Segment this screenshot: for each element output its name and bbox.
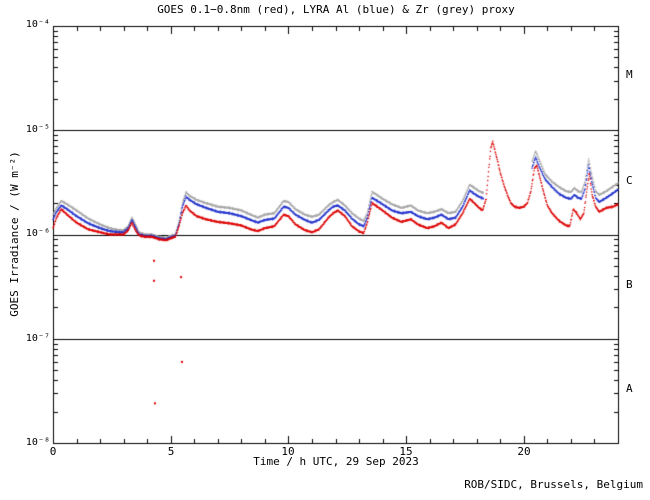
y-tick-label-1e-8: 10⁻⁸ (25, 437, 50, 448)
y-tick-label-1e-7: 10⁻⁷ (25, 333, 50, 344)
x-tick-label-15: 15 (399, 445, 413, 458)
x-tick-label-5: 5 (167, 445, 175, 458)
y-tick-label-1e-4: 10⁻⁴ (25, 19, 50, 30)
y-tick-label-1e-6: 10⁻⁶ (25, 228, 50, 239)
flare-class-label-a: A (626, 382, 633, 395)
flare-class-label-m: M (626, 68, 633, 81)
credit-text: ROB/SIDC, Brussels, Belgium (464, 478, 643, 491)
y-tick-label-1e-5: 10⁻⁵ (25, 124, 50, 135)
x-axis-label: Time / h UTC, 29 Sep 2023 (253, 455, 419, 468)
x-tick-label-20: 20 (517, 445, 531, 458)
flare-class-label-c: C (626, 174, 633, 187)
x-tick-label-10: 10 (281, 445, 295, 458)
flare-class-label-b: B (626, 278, 633, 291)
plot-title: GOES 0.1−0.8nm (red), LYRA Al (blue) & Z… (157, 3, 515, 16)
x-tick-label-0: 0 (49, 445, 57, 458)
